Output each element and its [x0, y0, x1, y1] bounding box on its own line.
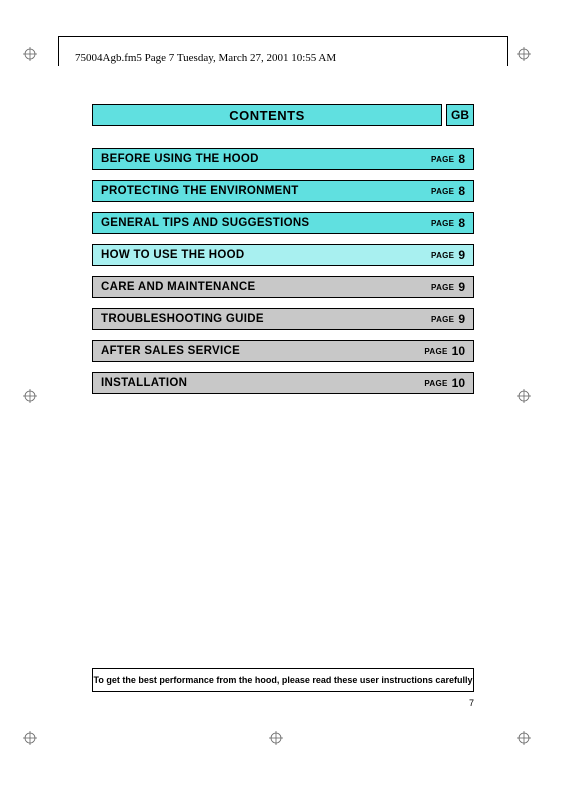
crop-mark-icon	[23, 47, 37, 61]
toc-page-word: PAGE	[431, 251, 454, 260]
crop-mark-icon	[269, 731, 283, 745]
crop-mark-icon	[517, 47, 531, 61]
title-main: CONTENTS	[92, 104, 442, 126]
toc-page-number: 8	[458, 184, 465, 198]
toc-label: TROUBLESHOOTING GUIDE	[101, 313, 431, 325]
toc-row: PROTECTING THE ENVIRONMENTPAGE 8	[92, 180, 474, 202]
toc-list: BEFORE USING THE HOODPAGE8PROTECTING THE…	[92, 148, 474, 394]
crop-mark-icon	[23, 731, 37, 745]
toc-page-word: PAGE	[431, 219, 454, 228]
toc-label: GENERAL TIPS AND SUGGESTIONS	[101, 217, 431, 229]
toc-page-number: 8	[458, 216, 465, 230]
toc-page-word: PAGE	[431, 315, 454, 324]
toc-row: AFTER SALES SERVICEPAGE 10	[92, 340, 474, 362]
toc-row: TROUBLESHOOTING GUIDEPAGE 9	[92, 308, 474, 330]
header-rule-v-left	[58, 36, 59, 66]
toc-row: CARE AND MAINTENANCEPAGE 9	[92, 276, 474, 298]
header-rule-v-right	[507, 36, 508, 66]
toc-page-word: PAGE	[431, 283, 454, 292]
crop-mark-icon	[517, 389, 531, 403]
toc-page-word: PAGE	[431, 187, 454, 196]
toc-page-word: PAGE	[424, 347, 447, 356]
toc-label: AFTER SALES SERVICE	[101, 345, 424, 357]
crop-mark-icon	[23, 389, 37, 403]
footer-instruction-box: To get the best performance from the hoo…	[92, 668, 474, 692]
title-row: CONTENTS GB	[92, 104, 474, 126]
contents-page: CONTENTS GB BEFORE USING THE HOODPAGE8PR…	[92, 104, 474, 404]
title-lang-badge: GB	[446, 104, 474, 126]
toc-page-number: 9	[458, 312, 465, 326]
toc-page-number: 9	[458, 248, 465, 262]
toc-label: PROTECTING THE ENVIRONMENT	[101, 185, 431, 197]
toc-page-word: PAGE	[431, 155, 454, 164]
page-number: 7	[92, 698, 474, 708]
toc-label: CARE AND MAINTENANCE	[101, 281, 431, 293]
header-meta-text: 75004Agb.fm5 Page 7 Tuesday, March 27, 2…	[75, 52, 336, 64]
toc-row: BEFORE USING THE HOODPAGE 8	[92, 148, 474, 170]
toc-row: GENERAL TIPS AND SUGGESTIONSPAGE 8	[92, 212, 474, 234]
header-rule-top	[58, 36, 507, 37]
toc-page-number: 10	[452, 376, 465, 390]
crop-mark-icon	[517, 731, 531, 745]
toc-page-number: 8	[458, 152, 465, 166]
toc-page-word: PAGE	[424, 379, 447, 388]
toc-label: INSTALLATION	[101, 377, 424, 389]
toc-page-number: 10	[452, 344, 465, 358]
toc-label: HOW TO USE THE HOOD	[101, 249, 431, 261]
toc-row: INSTALLATIONPAGE 10	[92, 372, 474, 394]
toc-label: BEFORE USING THE HOOD	[101, 153, 431, 165]
toc-row: HOW TO USE THE HOODPAGE 9	[92, 244, 474, 266]
toc-page-number: 9	[458, 280, 465, 294]
